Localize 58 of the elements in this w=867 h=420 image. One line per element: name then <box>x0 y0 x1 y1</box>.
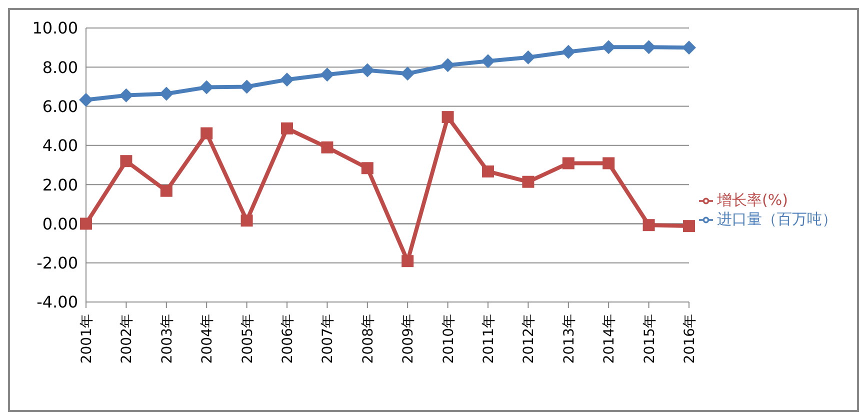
y-tick-label: 2.00 <box>42 175 78 194</box>
point <box>280 72 294 87</box>
point <box>281 122 293 134</box>
legend-label: 增长率(%) <box>717 191 788 209</box>
point <box>320 68 334 82</box>
point <box>683 220 695 232</box>
y-tick-label: 6.00 <box>42 96 78 116</box>
point <box>200 127 213 140</box>
y-tick-label: -4.00 <box>36 292 78 312</box>
point <box>602 40 616 54</box>
point <box>521 50 536 64</box>
point <box>602 157 615 170</box>
point <box>240 214 253 227</box>
x-tick-label: 2011年 <box>481 314 497 364</box>
x-tick-label: 2016年 <box>682 314 698 364</box>
point <box>321 141 334 154</box>
x-tick-label: 2008年 <box>360 314 376 364</box>
point <box>642 40 656 54</box>
x-tick-label: 2010年 <box>440 314 457 364</box>
x-tick-label: 2013年 <box>561 314 578 364</box>
x-tick-label: 2002年 <box>119 314 136 364</box>
point <box>80 218 92 230</box>
point <box>361 162 374 174</box>
point <box>440 58 455 72</box>
x-tick-label: 2006年 <box>280 314 296 364</box>
point <box>561 44 576 59</box>
point <box>400 66 415 81</box>
point <box>481 54 495 68</box>
x-tick-label: 2004年 <box>200 314 216 364</box>
x-tick-label: 2009年 <box>400 314 417 364</box>
point <box>562 157 574 170</box>
y-tick-label: 10.00 <box>32 18 78 38</box>
point <box>360 63 374 78</box>
point <box>482 165 494 178</box>
point <box>682 40 696 55</box>
y-tick-label: -2.00 <box>36 254 78 273</box>
x-tick-label: 2012年 <box>521 314 538 364</box>
x-tick-label: 2007年 <box>320 314 336 364</box>
point <box>522 176 534 188</box>
y-tick-label: 4.00 <box>42 136 78 156</box>
point <box>402 255 414 268</box>
point <box>442 111 454 124</box>
y-tick-label: 0.00 <box>42 214 78 234</box>
point <box>200 80 214 94</box>
point <box>240 80 254 94</box>
x-tick-label: 2005年 <box>240 314 256 364</box>
y-tick-label: 8.00 <box>42 58 78 77</box>
point <box>160 184 172 197</box>
x-tick-label: 2015年 <box>642 314 658 364</box>
x-tick-label: 2014年 <box>602 314 618 364</box>
point <box>120 155 132 168</box>
point <box>642 219 655 232</box>
point <box>79 92 93 107</box>
point <box>119 88 134 102</box>
x-tick-label: 2003年 <box>159 314 176 364</box>
legend-label: 进口量（百万吨） <box>717 210 837 228</box>
x-tick-label: 2001年 <box>79 314 95 364</box>
point <box>159 86 174 101</box>
